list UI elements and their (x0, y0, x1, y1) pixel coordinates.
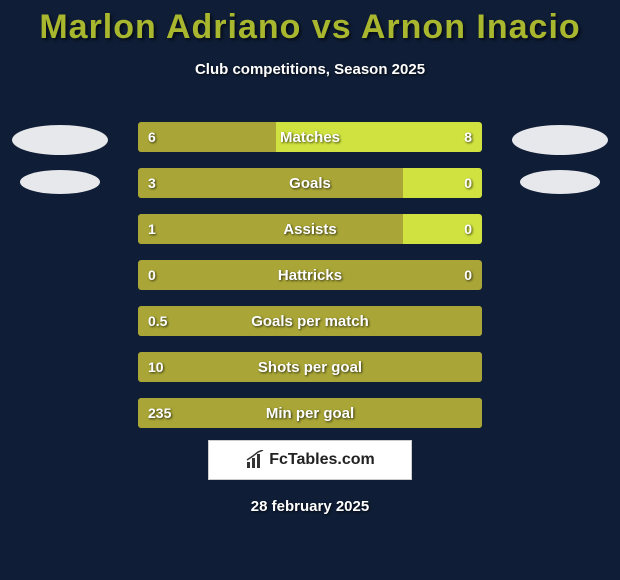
bar-left-fill (138, 352, 482, 382)
avatar-placeholder-oval (520, 170, 600, 194)
bar-left-fill (138, 398, 482, 428)
bar-left-fill (138, 168, 403, 198)
fctables-logo: FcTables.com (208, 440, 412, 480)
bar-left-fill (138, 214, 403, 244)
page-title: Marlon Adriano vs Arnon Inacio (0, 0, 620, 47)
stat-row: Assists10 (138, 214, 482, 244)
stat-row: Matches68 (138, 122, 482, 152)
bar-left-fill (138, 122, 276, 152)
season-subtitle: Club competitions, Season 2025 (0, 61, 620, 78)
logo-text: FcTables.com (269, 451, 375, 469)
avatar-placeholder-oval (512, 125, 608, 155)
player-avatar-right (510, 115, 610, 215)
avatar-placeholder-oval (12, 125, 108, 155)
bar-left-fill (138, 306, 482, 336)
stat-row: Goals30 (138, 168, 482, 198)
bar-track (138, 260, 482, 290)
stat-row: Hattricks00 (138, 260, 482, 290)
bar-right-fill (276, 122, 482, 152)
chart-icon (245, 450, 265, 470)
bar-right-fill (403, 214, 482, 244)
avatar-placeholder-oval (20, 170, 100, 194)
stat-bars: Matches68 Goals30 Assists10 Hattricks00 Goal… (138, 122, 482, 444)
stat-row: Goals per match0.5 (138, 306, 482, 336)
bar-right-fill (403, 168, 482, 198)
stat-row: Min per goal235 (138, 398, 482, 428)
player-avatar-left (10, 115, 110, 215)
date-label: 28 february 2025 (0, 498, 620, 515)
comparison-card: Marlon Adriano vs Arnon Inacio Club comp… (0, 0, 620, 580)
stat-row: Shots per goal10 (138, 352, 482, 382)
